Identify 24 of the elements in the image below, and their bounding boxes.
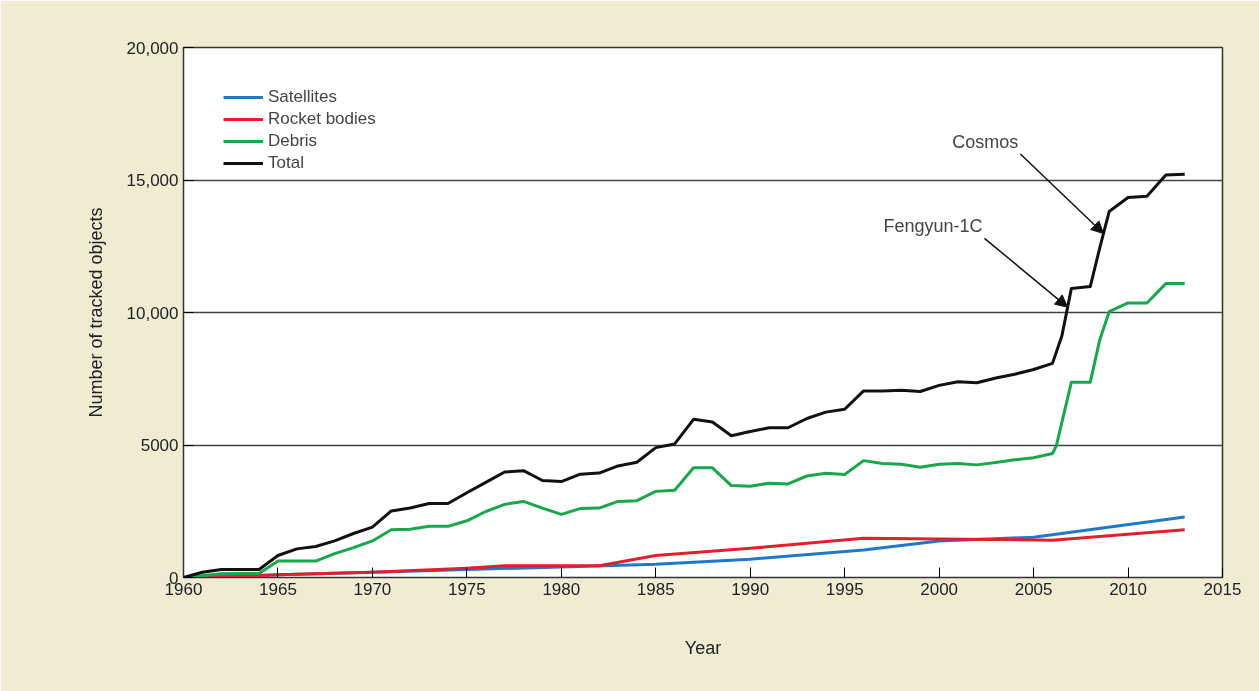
legend-label: Satellites	[268, 87, 337, 107]
x-tick-label: 1980	[542, 579, 581, 599]
x-tick-label: 1995	[825, 579, 864, 599]
y-tick-label: 10,000	[126, 303, 179, 323]
x-tick-label: 2000	[920, 579, 959, 599]
x-tick-label: 1985	[636, 579, 675, 599]
x-tick-label: 2015	[1203, 579, 1242, 599]
annotation: Cosmos	[952, 132, 1019, 153]
x-tick-label: 1990	[731, 579, 770, 599]
y-axis-title: Number of tracked objects	[85, 207, 106, 418]
legend-label: Rocket bodies	[268, 109, 376, 129]
y-tick-label: 20,000	[126, 38, 179, 58]
legend-label: Total	[268, 153, 304, 173]
y-tick-label: 5000	[140, 436, 179, 455]
annotation: Fengyun-1C	[883, 216, 983, 237]
x-tick-label: 2005	[1014, 579, 1053, 599]
x-tick-label: 1970	[353, 579, 392, 599]
y-tick-label: 15,000	[126, 171, 179, 190]
x-axis-title: Year	[684, 637, 722, 658]
x-tick-label: 1975	[447, 579, 486, 599]
legend-label: Debris	[268, 131, 318, 151]
line-series	[183, 172, 1187, 578]
x-tick-label: 1965	[259, 579, 297, 599]
x-tick-label: 2010	[1109, 579, 1147, 599]
